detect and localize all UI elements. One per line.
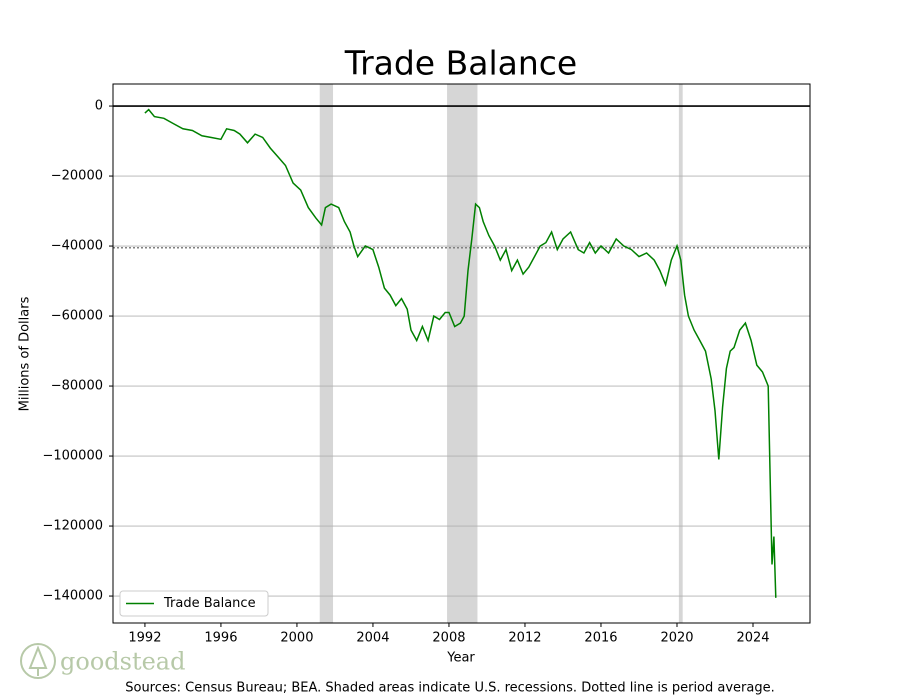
source-note: Sources: Census Bureau; BEA. Shaded area…	[125, 681, 775, 696]
x-tick-label: 1996	[204, 631, 237, 646]
y-tick-label: −140000	[42, 589, 103, 604]
y-tick-label: −80000	[51, 379, 103, 394]
y-tick-label: −60000	[51, 309, 103, 324]
y-tick-label: −100000	[42, 449, 103, 464]
x-tick-label: 2012	[508, 631, 541, 646]
data-line	[144, 108, 777, 598]
logo-text: goodstead	[60, 648, 185, 676]
x-tick-label: 2008	[432, 631, 465, 646]
recession-band	[678, 84, 683, 623]
x-tick-label: 2004	[356, 631, 389, 646]
x-tick-label: 2016	[584, 631, 617, 646]
y-tick-label: −40000	[51, 239, 103, 254]
x-tick-label: 1992	[128, 631, 161, 646]
x-tick-label: 2000	[280, 631, 313, 646]
y-tick-label: −20000	[51, 169, 103, 184]
legend-box	[119, 590, 269, 617]
logo-icon	[20, 643, 56, 679]
plot-frame	[112, 83, 811, 624]
x-tick-label: 2024	[736, 631, 769, 646]
legend-label: Trade Balance	[163, 596, 256, 611]
chart-title: Trade Balance	[344, 44, 577, 83]
y-tick-label: 0	[95, 99, 103, 114]
y-axis-label: Millions of Dollars	[18, 296, 33, 411]
recession-band	[319, 84, 334, 623]
x-tick-label: 2020	[660, 631, 693, 646]
y-tick-label: −120000	[42, 519, 103, 534]
recession-band	[447, 84, 478, 623]
logo-tree	[28, 645, 48, 676]
x-axis-label: Year	[446, 651, 475, 666]
legend: Trade Balance	[119, 590, 269, 617]
logo: goodstead	[20, 643, 185, 679]
